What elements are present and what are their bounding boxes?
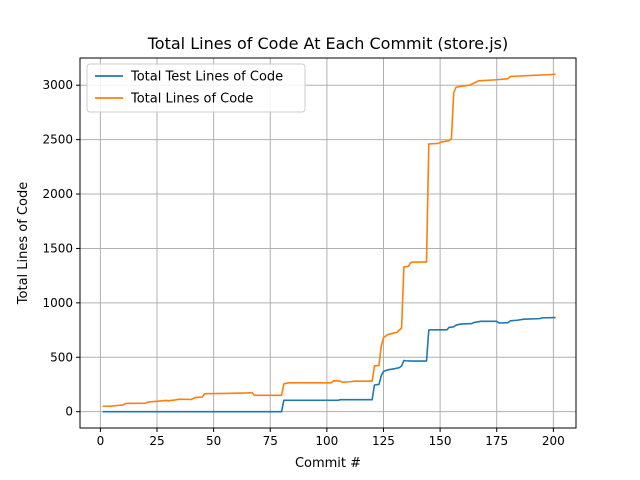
x-tick-label: 75 [263, 434, 278, 448]
x-tick-label: 50 [206, 434, 221, 448]
legend: Total Test Lines of Code Total Lines of C… [86, 63, 306, 113]
y-tick-label: 1000 [42, 296, 73, 310]
legend-box [86, 63, 306, 113]
legend-label: Total Test Lines of Code [130, 70, 283, 85]
y-tick-label: 2000 [42, 187, 73, 201]
y-axis-label: Total Lines of Code [16, 182, 31, 305]
chart-title: Total Lines of Code At Each Commit (stor… [147, 34, 509, 53]
plot-frame [79, 57, 577, 429]
x-tick-label: 150 [429, 434, 452, 448]
x-tick-label: 200 [542, 434, 565, 448]
y-tick-label: 3000 [42, 78, 73, 92]
legend-label: Total Lines of Code [130, 92, 253, 107]
series-line-1 [102, 316, 556, 413]
y-tick-label: 0 [65, 405, 73, 419]
x-axis-label: Commit # [295, 456, 361, 471]
y-tick-label: 2500 [42, 133, 73, 147]
x-tick-label: 0 [97, 434, 105, 448]
x-tick-label: 175 [485, 434, 508, 448]
axis-ticks: 0 25 50 75 100 125 150 175 200050010001500200025… [42, 78, 564, 448]
x-tick-label: 25 [149, 434, 164, 448]
x-tick-label: 100 [315, 434, 338, 448]
series-line-2 [102, 73, 556, 408]
series-lines [102, 73, 556, 413]
x-tick-label: 125 [372, 434, 395, 448]
y-tick-label: 500 [50, 350, 73, 364]
y-tick-label: 1500 [42, 241, 73, 255]
gridlines [80, 58, 576, 428]
